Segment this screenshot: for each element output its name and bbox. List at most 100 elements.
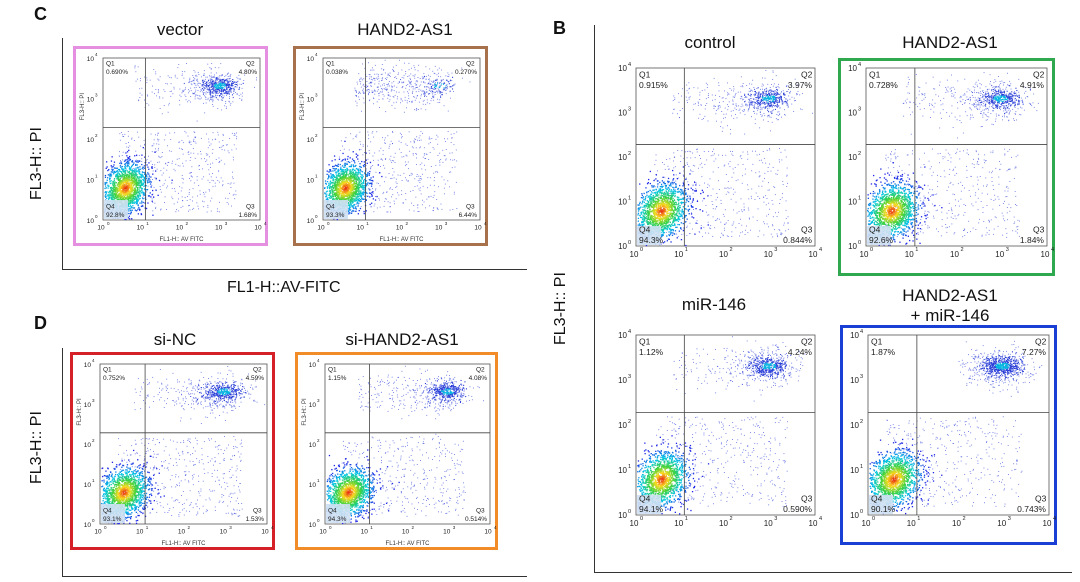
scatter-point — [395, 101, 397, 103]
density-point — [341, 197, 343, 199]
scatter-point — [241, 98, 243, 100]
density-point — [117, 168, 120, 171]
density-point — [215, 86, 217, 88]
scatter-point — [426, 96, 428, 97]
density-point — [124, 187, 126, 189]
density-point — [137, 184, 139, 187]
density-point — [335, 187, 337, 189]
scatter-point — [145, 160, 147, 162]
scatter-point — [180, 190, 182, 192]
density-point — [349, 195, 351, 197]
scatter-point — [389, 206, 391, 208]
density-point — [333, 184, 335, 186]
density-point — [106, 197, 108, 200]
scatter-point — [449, 80, 451, 82]
scatter-point — [233, 82, 234, 84]
scatter-point — [435, 171, 436, 173]
density-point — [110, 192, 112, 194]
scatter-point — [441, 176, 443, 178]
density-point — [151, 166, 153, 169]
density-point — [131, 201, 133, 203]
scatter-point — [171, 196, 173, 198]
scatter-point — [408, 168, 409, 170]
density-point — [242, 82, 244, 84]
scatter-point — [369, 152, 371, 154]
density-point — [138, 170, 140, 172]
scatter-point — [133, 208, 135, 209]
density-point — [219, 83, 221, 85]
density-point — [111, 190, 114, 192]
scatter-point — [120, 160, 121, 161]
density-point — [214, 84, 216, 86]
scatter-point — [442, 89, 444, 91]
scatter-point — [421, 204, 423, 206]
density-point — [115, 188, 117, 190]
scatter-point — [447, 138, 449, 140]
scatter-point — [392, 194, 394, 196]
scatter-point — [415, 139, 417, 140]
density-point — [139, 181, 141, 183]
scatter-point — [238, 393, 240, 395]
scatter-point — [383, 191, 385, 193]
density-point — [119, 181, 122, 183]
density-point — [350, 187, 353, 189]
scatter-point — [429, 152, 431, 153]
density-point — [145, 189, 147, 191]
scatter-point — [193, 152, 195, 154]
density-point — [346, 168, 348, 170]
density-point — [221, 81, 223, 83]
scatter-point — [128, 142, 129, 143]
scatter-point — [196, 78, 198, 80]
scatter-point — [207, 147, 209, 149]
scatter-point — [155, 73, 157, 75]
density-point — [117, 174, 119, 176]
density-point — [208, 79, 210, 81]
density-point — [110, 165, 112, 167]
scatter-point — [383, 69, 384, 71]
scatter-point — [391, 196, 392, 198]
density-point — [352, 193, 355, 196]
scatter-point — [432, 95, 434, 97]
scatter-point — [454, 166, 456, 168]
density-point — [217, 85, 219, 87]
q2-value: 4.80% — [239, 69, 258, 76]
density-point — [352, 185, 354, 187]
scatter-point — [368, 91, 370, 93]
density-point — [128, 195, 130, 197]
density-point — [344, 183, 346, 185]
scatter-point — [424, 164, 425, 166]
density-point — [131, 199, 134, 201]
scatter-point — [135, 80, 137, 82]
scatter-point — [196, 179, 198, 181]
scatter-point — [202, 505, 204, 507]
scatter-point — [212, 96, 213, 98]
scatter-point — [383, 84, 385, 86]
scatter-point — [365, 164, 367, 166]
x-tick-exponent: 4 — [264, 221, 267, 226]
density-point — [118, 196, 120, 198]
density-point — [347, 155, 349, 158]
density-point — [365, 199, 367, 201]
density-point — [123, 181, 125, 183]
scatter-point — [425, 207, 426, 209]
scatter-point — [134, 65, 136, 67]
density-point — [354, 165, 356, 167]
scatter-point — [420, 108, 422, 110]
density-point — [359, 198, 362, 201]
density-point — [346, 193, 348, 196]
density-point — [332, 174, 334, 176]
density-point — [126, 163, 129, 165]
scatter-point — [179, 88, 181, 90]
scatter-point — [451, 80, 453, 82]
scatter-point — [397, 82, 399, 84]
scatter-point — [229, 183, 231, 185]
scatter-point — [143, 459, 145, 461]
scatter-point — [197, 97, 199, 99]
scatter-point — [182, 142, 184, 144]
density-point — [344, 176, 346, 178]
density-point — [350, 191, 352, 194]
scatter-point — [213, 88, 215, 90]
y-tick-exponent: 3 — [315, 93, 318, 98]
y-tick-exponent: 4 — [315, 52, 318, 57]
density-point — [152, 214, 154, 216]
